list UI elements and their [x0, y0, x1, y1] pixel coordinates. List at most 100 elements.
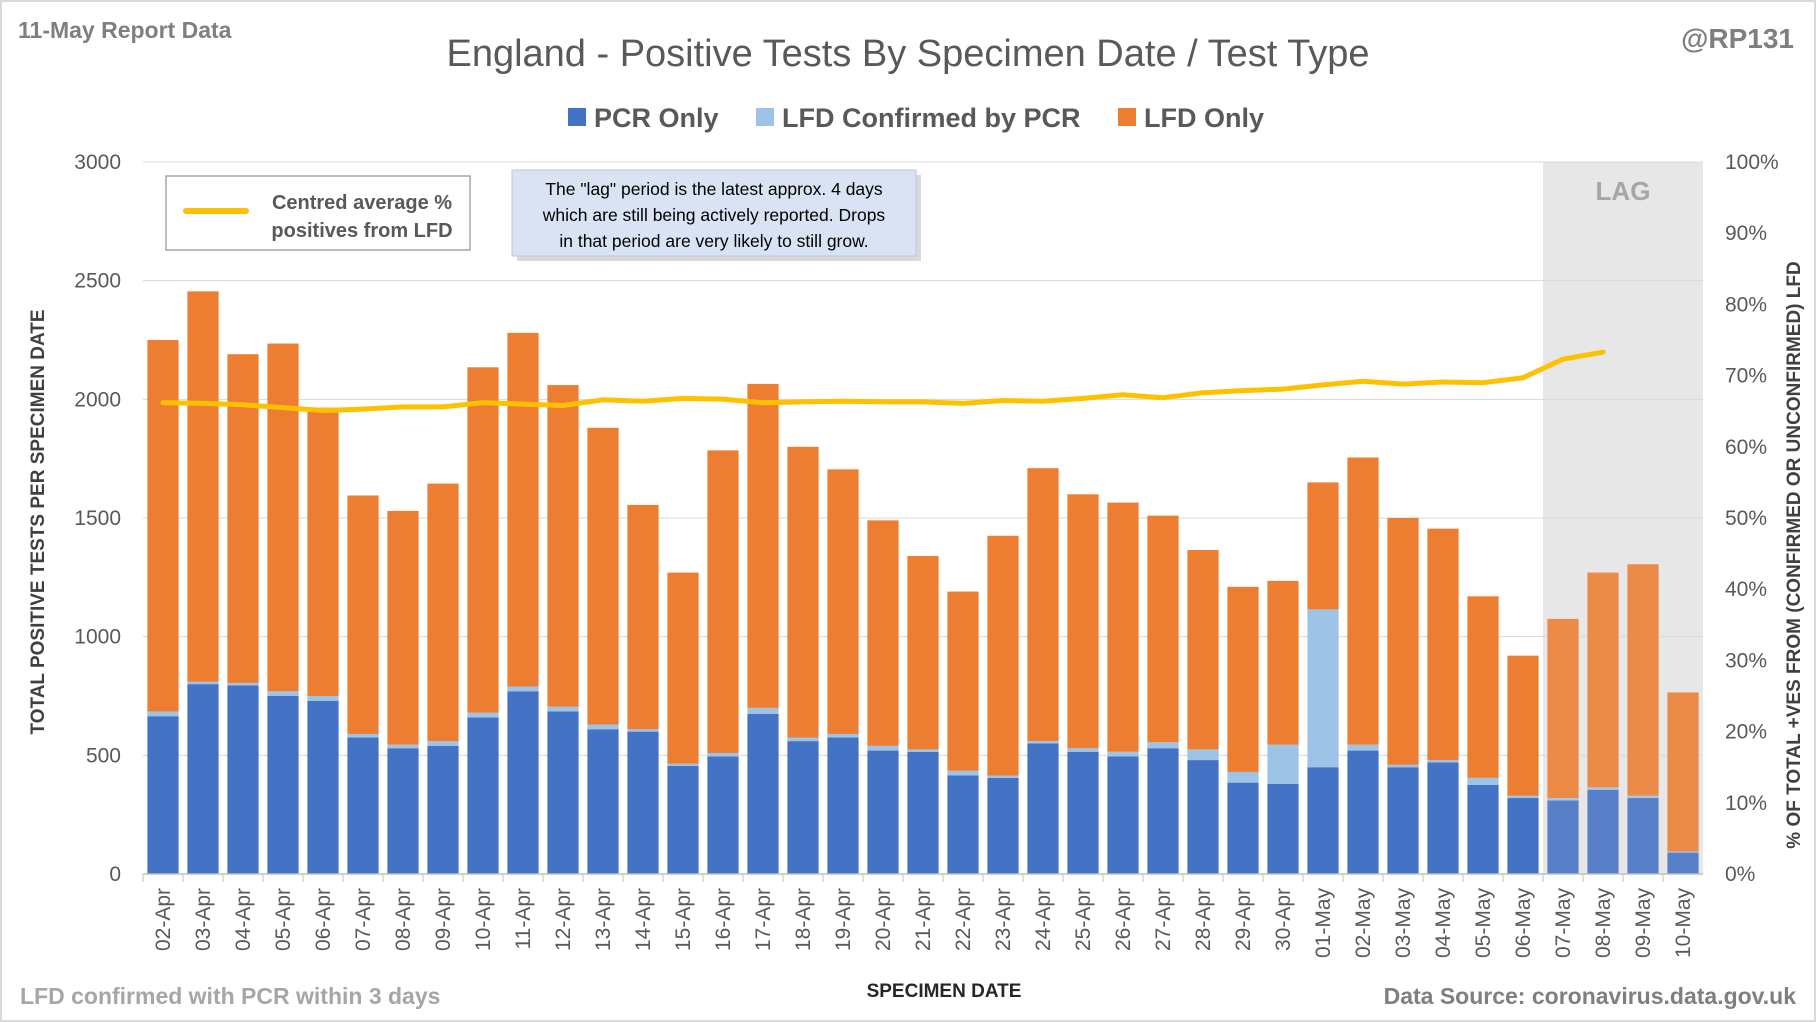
bar-lfd-confirmed: [1427, 760, 1459, 763]
bar-lfd-only: [1387, 518, 1419, 765]
bar-pcr-only: [1267, 783, 1299, 874]
bar-lfd-confirmed: [1667, 851, 1699, 853]
bar-lfd-only: [1027, 468, 1059, 742]
x-tick-label: 07-May: [1552, 888, 1575, 959]
x-tick-label: 09-May: [1632, 888, 1655, 959]
x-tick-label: 29-Apr: [1232, 888, 1255, 951]
bar-lfd-confirmed: [387, 744, 419, 749]
y2-tick-label: 70%: [1725, 365, 1767, 388]
bar-pcr-only: [187, 684, 219, 874]
bar-lfd-only: [1667, 692, 1699, 852]
bar-lfd-confirmed: [1187, 749, 1219, 761]
legend-swatch-lfd-confirmed: [756, 108, 774, 126]
x-tick-label: 04-May: [1432, 888, 1455, 959]
bar-lfd-confirmed: [1547, 798, 1579, 801]
bar-pcr-only: [827, 737, 859, 874]
x-tick-label: 24-Apr: [1032, 888, 1055, 951]
bar-lfd-only: [747, 383, 779, 708]
bar-lfd-only: [227, 354, 259, 683]
x-tick-label: 21-Apr: [912, 888, 935, 951]
x-tick-label: 08-May: [1592, 888, 1615, 959]
bar-pcr-only: [1627, 798, 1659, 874]
bar-stacks: [147, 291, 1699, 874]
y-tick-label: 2500: [74, 270, 121, 293]
bar-pcr-only: [587, 729, 619, 874]
bar-pcr-only: [147, 716, 179, 874]
bar-pcr-only: [1467, 785, 1499, 874]
bar-lfd-only: [1187, 550, 1219, 750]
bar-lfd-confirmed: [707, 752, 739, 757]
bar-lfd-only: [827, 469, 859, 734]
x-tick-label: 03-Apr: [192, 888, 215, 951]
bar-pcr-only: [1187, 760, 1219, 874]
bar-lfd-confirmed: [1387, 764, 1419, 768]
x-tick-label: 09-Apr: [432, 888, 455, 951]
legend-label-lfd-only: LFD Only: [1144, 103, 1264, 133]
legend-label-lfd-confirmed: LFD Confirmed by PCR: [782, 103, 1081, 133]
bar-pcr-only: [947, 775, 979, 874]
author-handle: @RP131: [1681, 23, 1794, 54]
x-tick-label: 10-Apr: [472, 888, 495, 951]
bar-pcr-only: [1547, 800, 1579, 874]
line-legend-text-1: Centred average %: [272, 192, 452, 214]
bar-pcr-only: [1347, 750, 1379, 874]
x-tick-label: 25-Apr: [1072, 888, 1095, 951]
bar-lfd-confirmed: [827, 733, 859, 738]
bar-pcr-only: [427, 745, 459, 874]
bar-pcr-only: [1067, 751, 1099, 874]
x-tick-label: 26-Apr: [1112, 888, 1135, 951]
bar-lfd-confirmed: [1267, 744, 1299, 784]
x-tick-label: 02-Apr: [152, 888, 175, 951]
bar-lfd-only: [1307, 482, 1339, 610]
bar-lfd-confirmed: [907, 749, 939, 752]
x-tick-label: 10-May: [1672, 888, 1695, 959]
x-tick-label: 28-Apr: [1192, 888, 1215, 951]
y-tick-label: 1500: [74, 507, 121, 530]
x-tick-label: 03-May: [1392, 888, 1415, 959]
annotation-line-3: in that period are very likely to still …: [559, 231, 868, 251]
bar-lfd-confirmed: [507, 686, 539, 692]
bar-lfd-confirmed: [147, 711, 179, 717]
series-line-lfd-average: [160, 349, 1606, 413]
chart-title: England - Positive Tests By Specimen Dat…: [446, 33, 1369, 75]
bar-lfd-only: [187, 291, 219, 682]
x-tick-label: 30-Apr: [1272, 888, 1295, 951]
line-legend-text-2: positives from LFD: [271, 220, 452, 242]
bar-pcr-only: [467, 717, 499, 874]
bar-lfd-only: [427, 483, 459, 742]
bar-lfd-confirmed: [987, 775, 1019, 778]
y-axis-right-title: % OF TOTAL +VES FROM (CONFIRMED OR UNCON…: [1784, 261, 1805, 848]
bar-lfd-confirmed: [1347, 744, 1379, 751]
bar-lfd-only: [1547, 618, 1579, 799]
x-tick-label: 20-Apr: [872, 888, 895, 951]
y2-tick-label: 30%: [1725, 649, 1767, 672]
bar-lfd-only: [467, 367, 499, 713]
legend-swatch-pcr-only: [568, 108, 586, 126]
bar-lfd-confirmed: [1467, 777, 1499, 785]
bar-lfd-confirmed: [347, 733, 379, 738]
bar-lfd-confirmed: [467, 712, 499, 718]
bar-lfd-confirmed: [587, 724, 619, 730]
y2-tick-label: 100%: [1725, 151, 1779, 174]
x-tick-label: 13-Apr: [592, 888, 615, 951]
y-tick-label: 3000: [74, 151, 121, 174]
legend-label-pcr-only: PCR Only: [594, 103, 719, 133]
bar-lfd-only: [1067, 494, 1099, 749]
bar-lfd-confirmed: [867, 745, 899, 751]
y2-tick-label: 80%: [1725, 293, 1767, 316]
x-tick-label: 14-Apr: [632, 888, 655, 951]
y2-tick-label: 40%: [1725, 578, 1767, 601]
x-tick-label: 15-Apr: [672, 888, 695, 951]
footer-source: Data Source: coronavirus.data.gov.uk: [1384, 983, 1797, 1009]
x-tick-label: 22-Apr: [952, 888, 975, 951]
bar-lfd-confirmed: [1147, 742, 1179, 749]
x-axis-title: SPECIMEN DATE: [867, 981, 1022, 1002]
bar-pcr-only: [547, 711, 579, 874]
bar-lfd-only: [587, 427, 619, 725]
y-tick-label: 500: [86, 744, 121, 767]
bar-pcr-only: [1027, 743, 1059, 874]
bar-lfd-confirmed: [427, 741, 459, 746]
bar-pcr-only: [1307, 767, 1339, 874]
